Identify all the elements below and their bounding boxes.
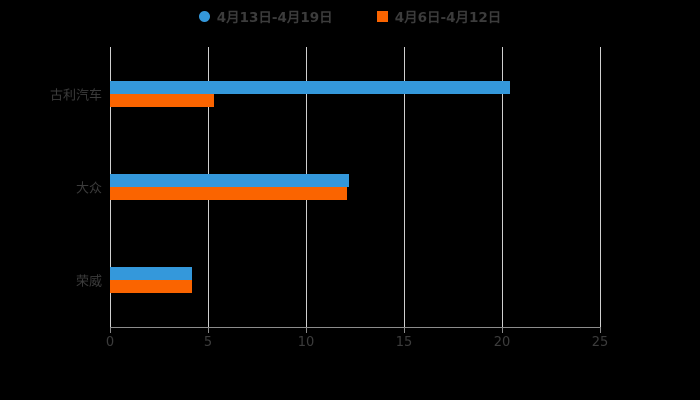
legend-label-series-2: 4月6日-4月12日 <box>394 10 502 26</box>
x-axis-tick <box>502 327 503 333</box>
gridline <box>600 47 601 327</box>
x-axis-tick <box>208 327 209 333</box>
x-axis-tick-label: 15 <box>395 335 413 350</box>
x-axis-tick <box>404 327 405 333</box>
legend-item-series-2[interactable]: 4月6日-4月12日 <box>376 6 502 26</box>
legend-circle-marker-icon <box>198 10 210 22</box>
gridline <box>502 47 503 327</box>
bar-series-1[interactable] <box>110 174 350 187</box>
bar-series-1[interactable] <box>110 80 510 94</box>
plot-area: 0 5 10 15 20 25 古利汽车大众荣威 <box>50 47 608 350</box>
legend-label-series-1: 4月13日-4月19日 <box>216 10 333 26</box>
chart-legend: 4月13日-4月19日 4月6日-4月12日 <box>0 6 700 26</box>
x-axis-tick-label: 10 <box>297 335 315 350</box>
x-axis-tick-label: 0 <box>105 335 115 350</box>
x-axis-tick <box>306 327 307 333</box>
y-axis-category-label: 古利汽车 <box>49 88 102 104</box>
x-axis-tick-label: 5 <box>203 335 213 350</box>
gridline <box>404 47 405 327</box>
x-axis-tick-label: 20 <box>493 335 511 350</box>
legend-item-series-1[interactable]: 4月13日-4月19日 <box>198 6 333 26</box>
x-axis-tick <box>110 327 111 333</box>
bar-series-2[interactable] <box>110 187 348 200</box>
y-axis-category-label: 大众 <box>75 181 102 197</box>
y-axis-category-label: 荣威 <box>75 274 102 290</box>
legend-square-marker-icon <box>376 10 388 22</box>
x-axis-tick <box>600 327 601 333</box>
bar-series-2[interactable] <box>110 280 193 294</box>
bar-series-1[interactable] <box>110 267 193 281</box>
x-axis-tick-label: 25 <box>591 335 609 350</box>
bar-series-2[interactable] <box>110 93 214 107</box>
x-axis-line <box>110 327 600 328</box>
